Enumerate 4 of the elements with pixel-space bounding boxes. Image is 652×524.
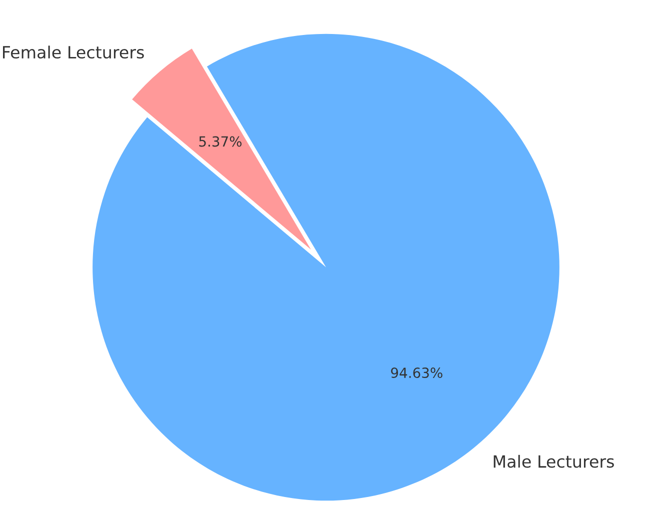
slice-label: Male Lecturers: [494, 454, 614, 468]
slice-label: Female Lecturers: [3, 46, 144, 59]
data-label: 94.63%: [391, 368, 442, 378]
data-label: 5.37%: [199, 136, 242, 147]
